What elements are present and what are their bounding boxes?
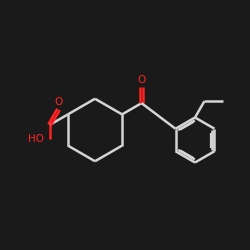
Text: O: O [54,98,62,108]
Text: HO: HO [28,134,44,144]
Text: O: O [138,75,146,85]
